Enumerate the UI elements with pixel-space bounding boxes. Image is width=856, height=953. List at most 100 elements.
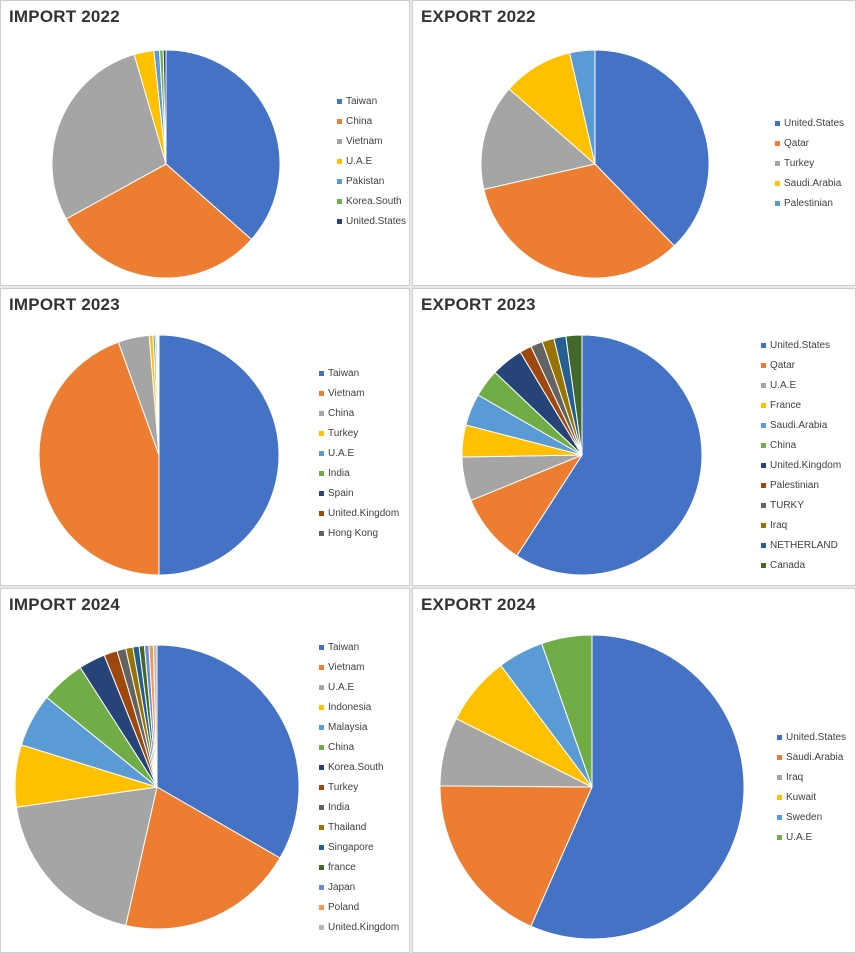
- import-2024-panel: IMPORT 2024 Taiwan Vietnam U.A.E Indonesia M…: [0, 588, 410, 953]
- legend-swatch: [319, 824, 324, 830]
- legend-label: U.A.E: [346, 155, 373, 167]
- legend-item: Turkey: [319, 423, 399, 443]
- legend-item: U.A.E: [319, 677, 399, 697]
- pie-slice-united-states: [594, 49, 710, 247]
- legend-label: Iraq: [786, 771, 804, 783]
- legend-swatch: [761, 382, 766, 388]
- legend-item: Saudi.Arabia: [761, 415, 841, 435]
- pie-slice-saudi-arabia: [439, 785, 593, 927]
- legend-swatch: [319, 744, 324, 750]
- pie-slice-taiwan: [158, 334, 280, 576]
- legend-label: India: [328, 467, 350, 479]
- legend-item: Taiwan: [337, 91, 406, 111]
- legend-label: United.Kingdom: [328, 507, 400, 519]
- legend-item: Palestinian: [775, 193, 844, 213]
- pie-chart: [439, 634, 745, 940]
- legend-item: france: [319, 857, 399, 877]
- legend-label: Korea.South: [346, 195, 402, 207]
- legend-item: TURKY: [761, 495, 841, 515]
- pie-slice-u-a-e: [15, 786, 158, 927]
- legend-label: Korea.South: [328, 761, 384, 773]
- legend-label: Turkey: [784, 157, 815, 169]
- legend-item: India: [319, 463, 399, 483]
- pie-chart: [51, 49, 281, 279]
- legend-swatch: [761, 462, 766, 468]
- legend-item: Qatar: [761, 355, 841, 375]
- legend-label: Thailand: [328, 821, 367, 833]
- pie-slice-united-states: [516, 334, 703, 576]
- legend-item: Palestinian: [761, 475, 841, 495]
- legend-swatch: [319, 430, 324, 436]
- legend-label: Sweden: [786, 811, 823, 823]
- legend-label: Qatar: [770, 359, 796, 371]
- legend-swatch: [337, 178, 342, 184]
- legend-label: Indonesia: [328, 701, 372, 713]
- pie-slice-qatar: [483, 163, 676, 279]
- legend-label: Japan: [328, 881, 356, 893]
- legend-item: Qatar: [775, 133, 844, 153]
- legend-label: Kuwait: [786, 791, 817, 803]
- legend-swatch: [319, 804, 324, 810]
- legend-label: TURKY: [770, 499, 804, 511]
- legend-swatch: [761, 422, 766, 428]
- pie-slice-palestinian: [569, 49, 596, 165]
- legend-swatch: [777, 794, 782, 800]
- pie-chart: [480, 49, 710, 279]
- legend-label: U.A.E: [328, 447, 355, 459]
- legend-item: Iraq: [777, 767, 846, 787]
- legend-swatch: [337, 158, 342, 164]
- legend-swatch: [761, 562, 766, 568]
- legend-label: Poland: [328, 901, 360, 913]
- legend-swatch: [319, 510, 324, 516]
- import-2022-panel: IMPORT 2022 Taiwan China Vietnam U.A.E Pakis…: [0, 0, 410, 286]
- legend: Taiwan China Vietnam U.A.E Pakistan Korea.Sou…: [337, 91, 406, 231]
- legend-label: Hong Kong: [328, 527, 379, 539]
- legend-item: United.States: [775, 113, 844, 133]
- legend-item: Malaysia: [319, 717, 399, 737]
- legend-swatch: [777, 754, 782, 760]
- legend-item: Poland: [319, 897, 399, 917]
- legend-item: Sweden: [777, 807, 846, 827]
- legend-item: U.A.E: [761, 375, 841, 395]
- legend-item: Korea.South: [337, 191, 406, 211]
- legend: United.States Qatar U.A.E France Saudi.Arabi…: [761, 335, 841, 575]
- legend-swatch: [775, 160, 780, 166]
- legend-item: Thailand: [319, 817, 399, 837]
- legend-label: United.States: [770, 339, 831, 351]
- legend-swatch: [761, 482, 766, 488]
- legend-item: Spain: [319, 483, 399, 503]
- pie-chart: [14, 644, 300, 930]
- legend-item: U.A.E: [319, 443, 399, 463]
- legend-swatch: [761, 402, 766, 408]
- pie-slice-united-states: [530, 634, 745, 940]
- legend-item: United.Kingdom: [761, 455, 841, 475]
- legend-item: China: [337, 111, 406, 131]
- legend-label: United.States: [784, 117, 845, 129]
- legend: United.States Qatar Turkey Saudi.Arabia Pale…: [775, 113, 844, 213]
- legend-swatch: [319, 644, 324, 650]
- legend-swatch: [337, 218, 342, 224]
- legend-swatch: [319, 884, 324, 890]
- legend-swatch: [319, 724, 324, 730]
- legend-label: Qatar: [784, 137, 810, 149]
- legend-swatch: [319, 924, 324, 930]
- legend-swatch: [319, 844, 324, 850]
- pie-slice-turkey: [480, 88, 597, 190]
- legend-label: Saudi.Arabia: [770, 419, 828, 431]
- legend-label: france: [328, 861, 356, 873]
- panel-title: IMPORT 2022: [9, 7, 120, 26]
- legend-swatch: [319, 390, 324, 396]
- legend-item: China: [761, 435, 841, 455]
- legend-label: Malaysia: [328, 721, 368, 733]
- legend-label: United.States: [786, 731, 847, 743]
- legend-swatch: [319, 450, 324, 456]
- legend-label: Pakistan: [346, 175, 385, 187]
- legend-label: Saudi.Arabia: [784, 177, 842, 189]
- legend-item: India: [319, 797, 399, 817]
- pie-slice-united-states: [162, 49, 167, 165]
- legend-swatch: [319, 470, 324, 476]
- legend-swatch: [337, 198, 342, 204]
- legend-item: Korea.South: [319, 757, 399, 777]
- legend-swatch: [775, 200, 780, 206]
- legend-label: U.A.E: [770, 379, 797, 391]
